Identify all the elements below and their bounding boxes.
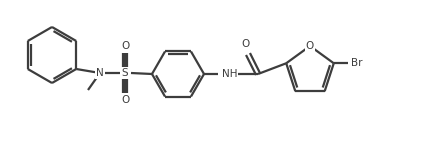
Text: N: N xyxy=(96,68,104,78)
Text: S: S xyxy=(122,68,128,78)
Text: O: O xyxy=(241,39,249,49)
Text: NH: NH xyxy=(222,69,237,79)
Text: O: O xyxy=(121,41,129,51)
Text: O: O xyxy=(121,95,129,105)
Text: O: O xyxy=(306,41,314,51)
Text: Br: Br xyxy=(351,58,362,68)
